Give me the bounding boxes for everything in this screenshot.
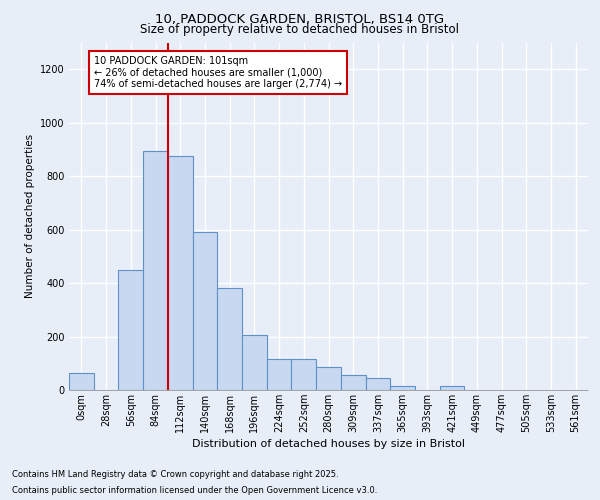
Bar: [193, 232, 217, 390]
Bar: [143, 151, 168, 390]
Bar: [69, 372, 94, 390]
Bar: [242, 335, 267, 390]
Bar: [390, 386, 415, 390]
Bar: [341, 376, 365, 390]
Text: Contains HM Land Registry data © Crown copyright and database right 2025.: Contains HM Land Registry data © Crown c…: [12, 470, 338, 479]
Bar: [168, 156, 193, 390]
Bar: [267, 360, 292, 390]
Bar: [440, 386, 464, 390]
Text: Size of property relative to detached houses in Bristol: Size of property relative to detached ho…: [140, 24, 460, 36]
Text: 10, PADDOCK GARDEN, BRISTOL, BS14 0TG: 10, PADDOCK GARDEN, BRISTOL, BS14 0TG: [155, 12, 445, 26]
Bar: [316, 368, 341, 390]
Bar: [118, 270, 143, 390]
Text: 10 PADDOCK GARDEN: 101sqm
← 26% of detached houses are smaller (1,000)
74% of se: 10 PADDOCK GARDEN: 101sqm ← 26% of detac…: [94, 56, 342, 89]
Text: Contains public sector information licensed under the Open Government Licence v3: Contains public sector information licen…: [12, 486, 377, 495]
Bar: [217, 288, 242, 390]
Bar: [365, 378, 390, 390]
Y-axis label: Number of detached properties: Number of detached properties: [25, 134, 35, 298]
X-axis label: Distribution of detached houses by size in Bristol: Distribution of detached houses by size …: [192, 439, 465, 449]
Bar: [292, 360, 316, 390]
